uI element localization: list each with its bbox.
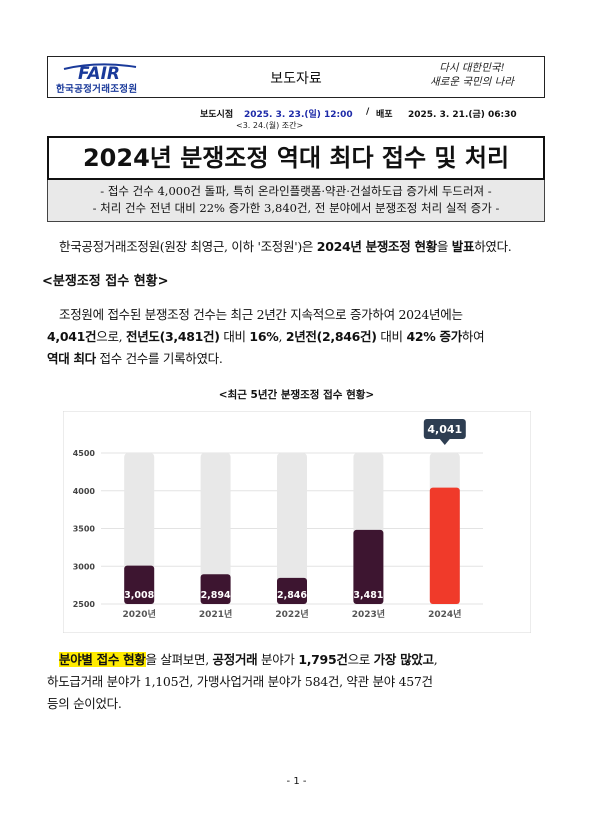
bar-value-label: 3,008 [124,590,154,601]
bar-value-label: 2,846 [277,590,307,601]
y-tick-label: 3000 [73,562,96,571]
organization-name: 한국공정거래조정원 [56,84,138,95]
subtitle-line-2: - 처리 건수 전년 대비 22% 증가한 3,840건, 전 분야에서 분쟁조… [92,201,500,215]
slogan: 다시 대한민국! 새로운 국민의 나라 [412,61,532,89]
callout-value: 4,041 [427,423,462,436]
y-tick-label: 2500 [73,600,96,609]
bar [277,577,307,604]
page-title: 2024년 분쟁조정 역대 최다 접수 및 처리 [47,136,545,180]
intro-paragraph: 한국공정거래조정원(원장 최영근, 이하 '조정원')은 2024년 분쟁조정 … [59,239,512,254]
field-line-3: 등의 순이었다. [47,696,122,711]
chart-title: <최근 5년간 분쟁조정 접수 현황> [218,389,375,401]
x-category-label: 2022년 [275,608,308,620]
y-tick-label: 3500 [73,525,96,534]
y-tick-label: 4500 [73,449,96,458]
release-time-value: 2025. 3. 23.(일) 12:00 [244,110,353,120]
letterhead-box: FAIR 한국공정거래조정원 보도자료 다시 대한민국! 새로운 국민의 나라 [47,56,545,98]
receipt-line-3: 역대 최다 접수 건수를 기록하였다. [47,351,223,366]
field-line-2: 하도급거래 분야가 1,105건, 가맹사업거래 분야가 584건, 약관 분야… [47,674,433,689]
bar [429,487,460,604]
y-tick-label: 4000 [73,487,96,496]
intro-bold-announce: 발표 [451,239,475,254]
section-heading: <분쟁조정 접수 현황> [42,274,169,289]
callout-box [423,419,466,439]
bar-track [200,453,231,604]
bar [353,529,384,604]
release-separator: / [366,107,370,117]
release-sub-note: <3. 24.(월) 조간> [236,121,304,130]
distribution-value: 2025. 3. 21.(금) 06:30 [408,110,517,120]
field-line-1: 분야별 접수 현황을 살펴보면, 공정거래 분야가 1,795건으로 가장 많았… [59,652,438,667]
field-paragraph: 분야별 접수 현황을 살펴보면, 공정거래 분야가 1,795건으로 가장 많았… [47,649,545,715]
slogan-line-1: 다시 대한민국! [439,62,505,74]
bar-value-label: 3,481 [353,590,383,601]
slogan-line-2: 새로운 국민의 나라 [430,76,514,88]
bar-value-label: 2,894 [201,590,231,601]
distribution-label: 배포 [376,110,393,120]
callout-pointer [439,439,450,445]
release-time-label: 보도시점 [200,110,234,120]
receipt-paragraph: 조정원에 접수된 분쟁조정 건수는 최근 2년간 지속적으로 증가하여 2024… [47,304,545,370]
logo-text: FAIR [78,64,120,84]
bar-track [277,453,307,604]
x-category-label: 2024년 [428,608,461,620]
receipt-line-1: 조정원에 접수된 분쟁조정 건수는 최근 2년간 지속적으로 증가하여 2024… [59,307,463,322]
bar [200,574,231,604]
x-category-label: 2021년 [199,608,232,620]
subtitle-line-1: - 접수 건수 4,000건 돌파, 특히 온라인플랫폼·약관·건설하도급 증가… [100,184,492,198]
x-category-label: 2023년 [352,608,385,620]
x-category-label: 2020년 [123,608,156,620]
receipt-line-2: 4,041건으로, 전년도(3,481건) 대비 16%, 2년전(2,846건… [47,329,485,344]
page-number: - 1 - [286,776,307,787]
fair-logo-icon: FAIR [63,63,137,84]
intro-bold-status: 2024년 분쟁조정 현황 [316,239,437,254]
bar [124,565,155,604]
doc-type: 보도자료 [270,71,322,87]
subtitle-box: - 접수 건수 4,000건 돌파, 특히 온라인플랫폼·약관·건설하도급 증가… [47,180,545,222]
bar-chart: 4500 4000 3500 3000 2500 3,008 2020년 2,894 2021년… [63,411,531,633]
